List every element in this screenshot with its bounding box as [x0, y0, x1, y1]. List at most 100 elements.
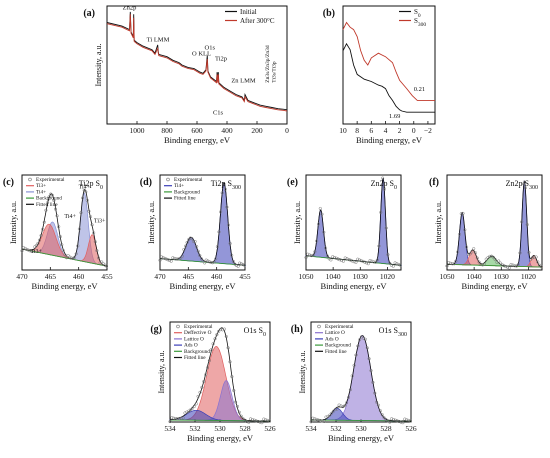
experimental-point — [215, 245, 219, 249]
experimental-point — [207, 359, 211, 363]
experimental-point — [256, 419, 260, 424]
experimental-point — [174, 416, 178, 421]
experimental-point — [44, 208, 48, 212]
panel-label: (a) — [83, 8, 95, 19]
annotation-label: Zn3s/Zn3p/Zn3d — [265, 45, 271, 83]
x-axis-label: Binding energy, eV — [164, 135, 231, 145]
experimental-point — [332, 255, 337, 260]
experimental-point — [198, 253, 202, 258]
experimental-point — [182, 247, 186, 252]
legend-label: Experimental — [36, 177, 65, 183]
experimental-point — [378, 409, 382, 413]
experimental-point — [60, 243, 64, 247]
experimental-point — [399, 420, 403, 424]
x-tick-label: 800 — [161, 126, 173, 135]
experimental-point — [163, 256, 167, 260]
experimental-point — [168, 420, 172, 424]
experimental-point — [45, 201, 50, 205]
experimental-point — [507, 266, 511, 270]
experimental-point — [234, 400, 238, 404]
annotation-label: Ti3+ — [30, 249, 42, 255]
legend-label: Background — [184, 349, 210, 355]
experimental-point — [520, 220, 524, 224]
experimental-point — [177, 416, 181, 421]
experimental-point — [169, 259, 173, 263]
experimental-point — [175, 257, 180, 261]
x-tick-label: 465 — [45, 272, 57, 281]
y-axis-label: Intensity, a.u. — [9, 201, 18, 244]
experimental-point — [214, 257, 218, 261]
experimental-point — [350, 259, 354, 263]
experimental-point — [174, 257, 178, 261]
x-tick-label: 0 — [285, 126, 289, 135]
experimental-point — [220, 191, 224, 195]
experimental-point — [225, 205, 229, 209]
experimental-point — [488, 254, 492, 258]
experimental-point — [212, 260, 216, 264]
fitted-line — [160, 182, 245, 266]
experimental-point — [380, 413, 384, 417]
x-tick-label: 534 — [164, 424, 176, 433]
experimental-point — [491, 255, 495, 259]
plot-frame — [446, 174, 543, 271]
experimental-point — [379, 210, 383, 214]
experimental-point — [55, 214, 59, 218]
x-tick-label: 534 — [305, 424, 317, 433]
experimental-point — [401, 421, 405, 425]
experimental-point — [68, 255, 72, 259]
x-tick-label: 455 — [239, 272, 251, 281]
experimental-point — [252, 418, 256, 422]
experimental-point — [73, 255, 77, 259]
experimental-point — [211, 261, 215, 265]
experimental-point — [530, 256, 535, 260]
experimental-point — [30, 249, 34, 253]
experimental-point — [39, 233, 43, 238]
experimental-point — [382, 416, 386, 420]
experimental-point — [472, 247, 476, 251]
experimental-point — [265, 418, 270, 422]
component-peak — [160, 182, 246, 266]
experimental-point — [339, 404, 343, 408]
experimental-point — [375, 258, 379, 262]
experimental-point — [100, 260, 104, 264]
x-axis-label: Binding energy, eV — [328, 433, 395, 443]
experimental-point — [220, 328, 225, 332]
experimental-point — [264, 418, 268, 422]
experimental-point — [88, 215, 93, 219]
experimental-point — [477, 260, 481, 264]
experimental-point — [199, 257, 203, 261]
panel-title-subscript: 0 — [263, 332, 266, 338]
x-tick-label: 470 — [16, 272, 28, 281]
experimental-point — [375, 400, 379, 404]
experimental-point — [235, 404, 240, 408]
legend-symbol: S — [414, 17, 418, 25]
experimental-point — [104, 264, 109, 268]
legend-marker — [176, 324, 180, 329]
y-axis-label: Intensity, a.u. — [157, 350, 166, 393]
experimental-point — [341, 405, 345, 409]
experimental-point — [81, 196, 85, 200]
experimental-point — [180, 254, 184, 258]
x-axis-label: Binding energy, eV — [169, 281, 236, 291]
experimental-point — [42, 220, 46, 224]
experimental-point — [230, 253, 234, 257]
y-axis-label: Intensity, a.u. — [293, 201, 302, 244]
experimental-point — [328, 413, 332, 417]
experimental-point — [525, 223, 529, 227]
x-tick-label: 1030 — [494, 272, 509, 281]
experimental-point — [532, 255, 536, 259]
experimental-point — [445, 264, 449, 268]
legend-marker — [317, 324, 321, 329]
y-axis-label: Intensity, a.u. — [147, 201, 156, 244]
experimental-point — [172, 416, 176, 420]
x-tick-label: −2 — [424, 126, 432, 135]
experimental-point — [61, 249, 65, 253]
legend-label: Initial — [240, 8, 257, 16]
experimental-point — [359, 259, 363, 263]
x-tick-label: 465 — [183, 272, 195, 281]
experimental-point — [53, 207, 58, 211]
experimental-point — [345, 257, 349, 261]
experimental-point — [331, 409, 336, 413]
legend-label: Experimental — [174, 177, 203, 183]
